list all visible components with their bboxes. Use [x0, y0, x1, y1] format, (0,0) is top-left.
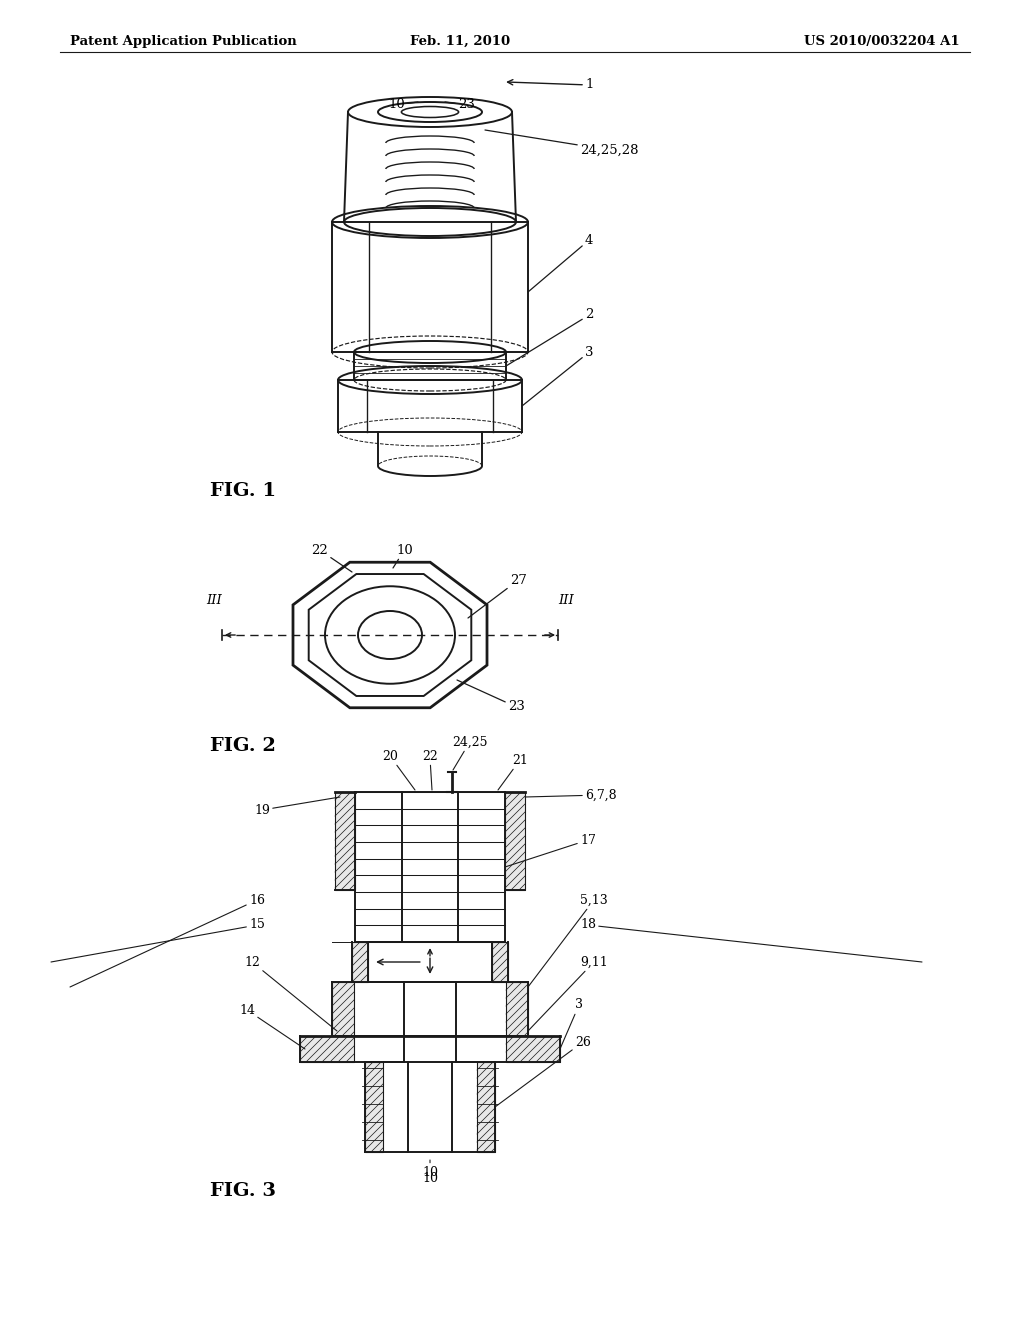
Text: 23: 23	[445, 99, 475, 111]
Text: 19: 19	[254, 797, 340, 817]
Text: 12: 12	[244, 956, 337, 1031]
Text: 24,25: 24,25	[452, 735, 487, 770]
Text: 5,13: 5,13	[528, 894, 608, 987]
Polygon shape	[492, 942, 508, 982]
Polygon shape	[506, 1036, 560, 1063]
Text: 18: 18	[580, 919, 922, 962]
Polygon shape	[352, 942, 368, 982]
Text: III: III	[206, 594, 222, 607]
Text: 1: 1	[508, 78, 593, 91]
Text: 3: 3	[560, 998, 583, 1049]
Text: 4: 4	[528, 234, 593, 292]
Polygon shape	[332, 982, 354, 1036]
Polygon shape	[492, 942, 508, 982]
Text: 21: 21	[498, 754, 528, 789]
Text: 14: 14	[239, 1003, 305, 1049]
Text: 22: 22	[422, 750, 437, 789]
Text: 9,11: 9,11	[528, 956, 608, 1031]
Text: 10: 10	[388, 99, 418, 111]
Text: FIG. 3: FIG. 3	[210, 1181, 276, 1200]
Text: 2: 2	[506, 309, 593, 366]
Text: 10: 10	[393, 544, 413, 568]
Polygon shape	[505, 792, 525, 890]
Text: 17: 17	[505, 833, 596, 867]
Polygon shape	[365, 1063, 383, 1152]
Text: FIG. 1: FIG. 1	[210, 482, 276, 500]
Polygon shape	[352, 942, 368, 982]
Polygon shape	[477, 1063, 495, 1152]
Text: 6,7,8: 6,7,8	[525, 788, 616, 801]
Text: III: III	[558, 594, 573, 607]
Polygon shape	[335, 792, 355, 890]
Polygon shape	[505, 792, 525, 890]
Polygon shape	[332, 982, 354, 1036]
Text: 23: 23	[457, 680, 525, 714]
Text: 10: 10	[422, 1160, 438, 1179]
Text: 27: 27	[468, 573, 527, 618]
Polygon shape	[506, 982, 528, 1036]
Text: 26: 26	[495, 1035, 591, 1107]
Text: Feb. 11, 2010: Feb. 11, 2010	[410, 36, 510, 48]
Text: 10: 10	[422, 1172, 438, 1185]
Text: Patent Application Publication: Patent Application Publication	[70, 36, 297, 48]
Text: 15: 15	[51, 919, 265, 962]
Polygon shape	[300, 1036, 354, 1063]
Text: 22: 22	[311, 544, 352, 572]
Text: FIG. 2: FIG. 2	[210, 737, 275, 755]
Text: 20: 20	[382, 750, 415, 789]
Polygon shape	[300, 1036, 354, 1063]
Text: 16: 16	[70, 894, 265, 987]
Polygon shape	[477, 1063, 495, 1152]
Polygon shape	[506, 982, 528, 1036]
Text: 3: 3	[522, 346, 594, 407]
Polygon shape	[506, 1036, 560, 1063]
Text: 24,25,28: 24,25,28	[485, 129, 639, 157]
Polygon shape	[335, 792, 355, 890]
Polygon shape	[365, 1063, 383, 1152]
Text: US 2010/0032204 A1: US 2010/0032204 A1	[805, 36, 961, 48]
